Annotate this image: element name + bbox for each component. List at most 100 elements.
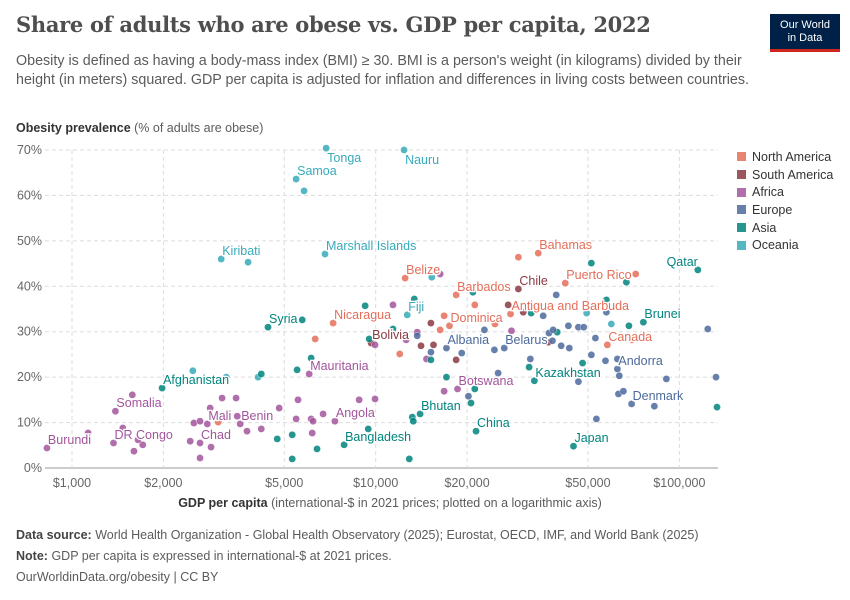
point-label: Somalia <box>116 396 161 410</box>
x-tick-label: $1,000 <box>53 476 91 490</box>
data-point <box>329 319 337 327</box>
data-point <box>244 258 252 267</box>
point-label: Puerto Rico <box>566 268 631 282</box>
data-point <box>313 445 321 453</box>
data-point <box>214 418 222 426</box>
point-label: Belize <box>406 263 440 277</box>
point-label: Angola <box>336 406 375 420</box>
data-point <box>490 346 499 354</box>
point-label: Bangladesh <box>345 430 411 444</box>
y-axis-label-bold: Obesity prevalence <box>16 121 131 135</box>
data-point <box>257 370 266 378</box>
data-point <box>582 309 591 317</box>
data-point <box>264 323 272 331</box>
data-point <box>257 425 266 433</box>
data-point <box>442 373 451 381</box>
data-point <box>587 259 596 267</box>
point-label: Belarus <box>505 333 547 347</box>
data-point <box>138 441 147 449</box>
point-label: Afghanistan <box>163 373 229 387</box>
data-point <box>703 325 712 333</box>
y-tick-label: 20% <box>17 370 42 384</box>
point-label: Brunei <box>644 307 680 321</box>
point-label: Marshall Islands <box>326 239 416 253</box>
data-point <box>196 439 204 447</box>
data-point <box>305 370 313 378</box>
logo-line-2: in Data <box>787 32 823 44</box>
data-point <box>196 417 204 426</box>
point-label: Bahamas <box>539 238 592 252</box>
data-point <box>615 371 624 380</box>
legend-swatch <box>737 152 746 162</box>
legend-item[interactable]: Asia <box>737 219 833 237</box>
legend-item[interactable]: Europe <box>737 201 833 219</box>
point-label: Mauritania <box>310 359 368 373</box>
legend-item[interactable]: Africa <box>737 183 833 201</box>
point-label: Nicaragua <box>334 308 391 322</box>
chart-title: Share of adults who are obese vs. GDP pe… <box>16 12 651 37</box>
data-point <box>504 301 512 309</box>
data-point <box>288 431 296 439</box>
y-tick-label: 0% <box>24 461 42 475</box>
data-point <box>355 396 363 404</box>
point-label: Chile <box>519 274 548 288</box>
data-point <box>402 336 410 344</box>
data-point <box>440 387 448 396</box>
data-point <box>427 273 436 282</box>
data-point <box>607 320 616 328</box>
data-point <box>203 420 212 428</box>
point-label: Barbados <box>457 280 511 294</box>
source-url-link[interactable]: OurWorldinData.org/obesity | CC BY <box>16 570 219 584</box>
legend-item[interactable]: South America <box>737 166 833 184</box>
data-point <box>574 377 583 386</box>
point-label: Bhutan <box>421 399 461 413</box>
data-point <box>403 311 412 319</box>
data-point <box>405 455 414 463</box>
data-point <box>292 175 300 183</box>
data-point <box>650 402 659 411</box>
data-point <box>436 270 444 278</box>
data-point <box>526 355 535 363</box>
data-point <box>395 350 404 358</box>
data-point <box>416 410 424 418</box>
point-label: Botswana <box>459 374 514 388</box>
y-tick-label: 60% <box>17 188 42 202</box>
data-point <box>340 441 348 449</box>
legend-item[interactable]: North America <box>737 148 833 166</box>
x-tick-label: $100,000 <box>653 476 705 490</box>
data-point <box>467 399 475 407</box>
data-point <box>552 291 561 299</box>
owid-logo[interactable]: Our World in Data <box>770 14 840 52</box>
data-point <box>410 295 419 303</box>
data-point <box>275 404 283 412</box>
data-point <box>427 356 435 364</box>
data-point <box>130 447 138 455</box>
data-point <box>561 279 570 287</box>
legend-item[interactable]: Oceania <box>737 236 833 254</box>
data-point <box>288 455 296 463</box>
data-point <box>371 341 379 349</box>
data-point <box>427 319 435 327</box>
data-point <box>602 308 611 316</box>
data-point <box>592 415 601 423</box>
y-tick-label: 40% <box>17 279 42 293</box>
data-point <box>307 354 315 362</box>
data-point <box>602 296 611 304</box>
legend-label: Asia <box>752 220 777 235</box>
data-point <box>494 369 502 377</box>
data-point <box>440 312 448 320</box>
data-point <box>627 336 636 344</box>
data-point <box>322 144 330 152</box>
data-point <box>471 301 479 309</box>
data-point <box>364 425 373 433</box>
point-label: Dominica <box>451 311 503 325</box>
data-point <box>530 376 539 385</box>
data-point <box>662 375 671 383</box>
x-tick-label: $5,000 <box>265 476 303 490</box>
data-point <box>519 308 528 316</box>
data-point <box>694 266 702 274</box>
point-label: Samoa <box>297 164 337 178</box>
data-point <box>622 278 631 286</box>
data-point <box>331 417 339 426</box>
point-label: Mali <box>208 409 231 423</box>
